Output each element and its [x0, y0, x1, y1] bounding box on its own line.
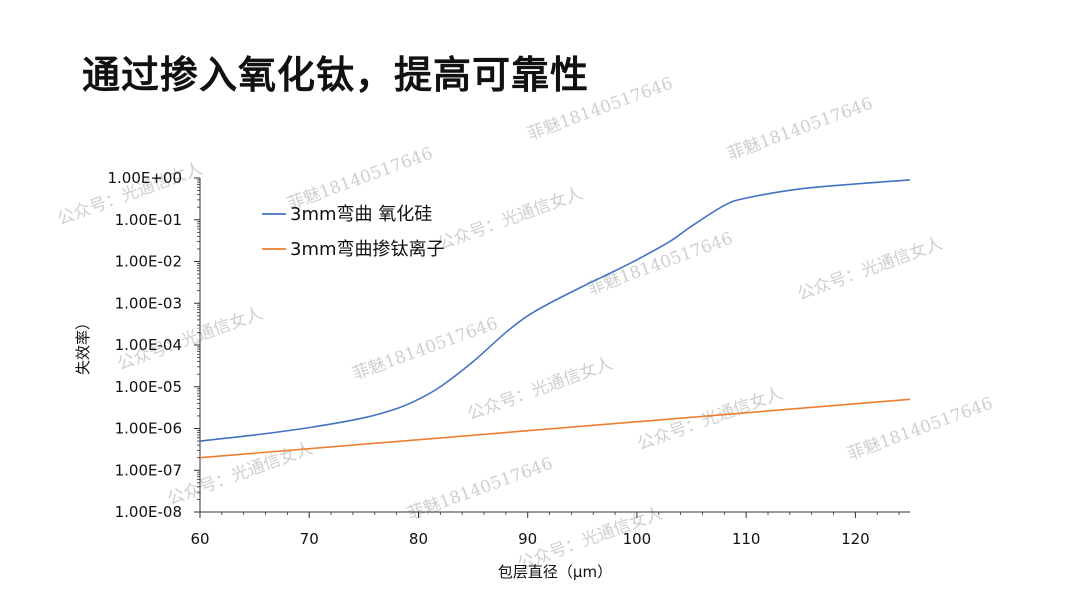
watermark-text: 菲魅18140517646 [585, 229, 736, 300]
x-tick-label: 60 [190, 530, 209, 548]
chart-axes: 1.00E+00 1.00E-01 1.00E-02 1.00E-03 1.00E-04… [107, 169, 910, 548]
watermark-text: 公众号：光通信女人 [795, 234, 946, 305]
y-tick-label: 1.00E-04 [115, 336, 182, 354]
watermark-text: 菲魅18140517646 [725, 94, 876, 165]
y-tick-label: 1.00E-05 [115, 378, 182, 396]
y-tick-label: 1.00E+00 [107, 169, 182, 187]
series-layer [199, 179, 911, 459]
y-axis-title: 失效率） [74, 315, 92, 375]
y-tick-label: 1.00E-06 [115, 420, 182, 438]
watermark-text: 公众号：光通信女人 [465, 354, 616, 425]
y-tick-label: 1.00E-01 [115, 211, 182, 229]
watermark-text: 菲魅18140517646 [350, 314, 501, 385]
chart-legend: 3mm弯曲 氧化硅 3mm弯曲掺钛离子 [262, 204, 445, 260]
x-tick-label: 110 [732, 530, 761, 548]
y-tick-label: 1.00E-07 [115, 461, 182, 479]
watermark-text: 公众号：光通信女人 [635, 384, 786, 455]
legend-label-2: 3mm弯曲掺钛离子 [290, 239, 445, 260]
y-tick-label: 1.00E-02 [115, 253, 182, 271]
x-tick-label: 120 [841, 530, 870, 548]
x-tick-label: 90 [518, 530, 537, 548]
x-tick-label: 80 [409, 530, 428, 548]
watermark-text: 菲魅18140517646 [845, 394, 996, 465]
y-tick-label: 1.00E-08 [115, 503, 182, 521]
watermark-text: 菲魅18140517646 [525, 74, 676, 145]
x-tick-label: 100 [623, 530, 652, 548]
watermark-text: 公众号：光通信女人 [435, 184, 586, 255]
x-axis-title: 包层直径（μm） [498, 563, 612, 581]
page-title: 通过掺入氧化钛，提高可靠性 [82, 53, 590, 97]
series-line-1 [199, 179, 911, 442]
y-tick-label: 1.00E-03 [115, 294, 182, 312]
series-line-2 [199, 398, 911, 459]
legend-label-1: 3mm弯曲 氧化硅 [290, 204, 432, 225]
watermark-text: 菲魅18140517646 [405, 454, 556, 525]
x-tick-label: 70 [300, 530, 319, 548]
